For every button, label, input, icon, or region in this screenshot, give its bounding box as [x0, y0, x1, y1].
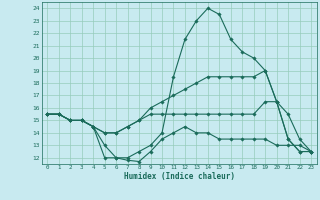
X-axis label: Humidex (Indice chaleur): Humidex (Indice chaleur): [124, 172, 235, 181]
